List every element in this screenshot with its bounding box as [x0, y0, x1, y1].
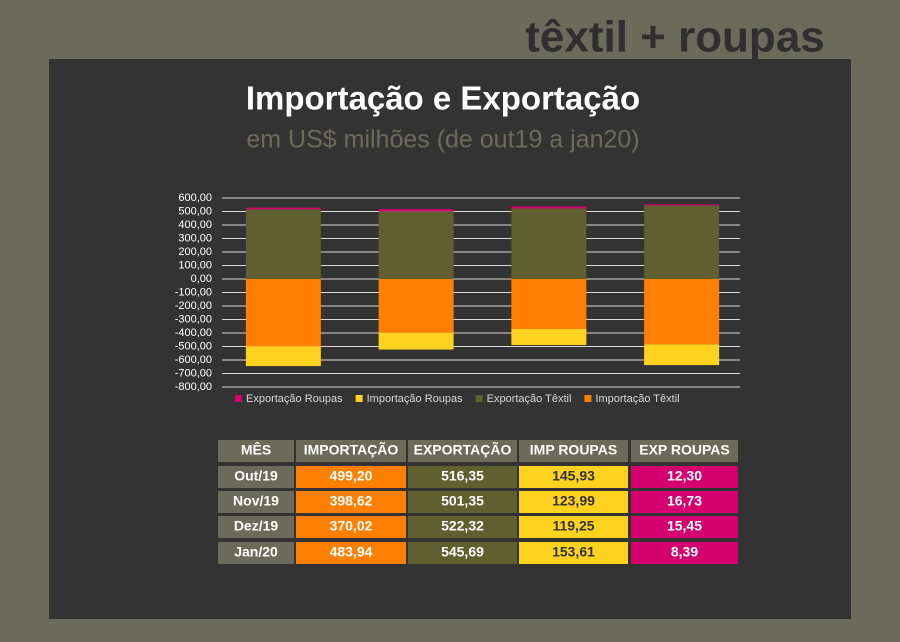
- bar: [511, 279, 587, 329]
- table-cell: [519, 466, 628, 488]
- bar: [245, 346, 321, 367]
- cell-text: Nov/19: [233, 493, 279, 509]
- cell-text: 516,35: [441, 468, 484, 484]
- legend-swatch: [584, 395, 592, 402]
- bar: [378, 332, 454, 350]
- table-cell: [218, 542, 294, 564]
- header-cell: [218, 440, 294, 462]
- legend-swatch: [355, 395, 363, 402]
- brand: têxtil + roupas: [525, 13, 825, 62]
- table-cell: [408, 516, 517, 538]
- table-cell: [519, 491, 628, 513]
- y-tick-label: -200,00: [175, 300, 212, 312]
- bar: [511, 208, 587, 279]
- cell-text: 119,25: [552, 518, 594, 534]
- table-cell: [519, 542, 628, 564]
- legend-swatch: [475, 395, 483, 402]
- legend-swatch: [235, 395, 242, 402]
- cell-text: 153,61: [552, 544, 595, 560]
- bar: [511, 328, 587, 346]
- y-tick-label: -100,00: [175, 286, 212, 298]
- bar: [511, 206, 587, 209]
- bar: [644, 344, 720, 366]
- y-tick-label: -600,00: [175, 354, 212, 366]
- header-label: IMP ROUPAS: [530, 442, 617, 458]
- y-tick-label: 400,00: [178, 219, 212, 231]
- legend-label: Importação Roupas: [367, 393, 463, 405]
- y-tick-label: -500,00: [175, 340, 212, 352]
- cell-text: 522,32: [441, 518, 484, 534]
- cell-text: 8,39: [671, 544, 698, 560]
- cell-text: 501,35: [441, 493, 484, 509]
- bar: [245, 209, 321, 279]
- header-cell: [408, 440, 517, 462]
- bar: [378, 211, 454, 279]
- table-cell: [631, 516, 738, 538]
- chart-title: Importação e Exportação: [246, 80, 640, 117]
- y-tick-label: -400,00: [175, 327, 212, 339]
- bar: [245, 207, 321, 210]
- chart-subtitle: em US$ milhões (de out19 a jan20): [246, 126, 639, 154]
- y-tick-label: 0,00: [191, 273, 212, 285]
- table-cell: [519, 516, 628, 538]
- y-tick-label: -800,00: [175, 381, 212, 393]
- header-label: IMPORTAÇÃO: [304, 441, 399, 458]
- y-tick-label: -300,00: [175, 313, 212, 325]
- bar: [644, 204, 720, 206]
- table-cell: [296, 516, 406, 538]
- table-cell: [408, 491, 517, 513]
- table-cell: [631, 491, 738, 513]
- header-cell: [519, 440, 628, 462]
- header-label: EXP ROUPAS: [639, 442, 730, 458]
- table-cell: [218, 466, 294, 488]
- table-cell: [218, 516, 294, 538]
- y-tick-label: -700,00: [175, 367, 212, 379]
- bar: [245, 279, 321, 347]
- cell-text: Out/19: [234, 468, 278, 484]
- table-cell: [631, 466, 738, 488]
- cell-text: 16,73: [667, 493, 702, 509]
- cell-text: 15,45: [667, 518, 702, 534]
- header-cell: [631, 440, 738, 462]
- legend-label: Importação Têxtil: [595, 393, 679, 405]
- bar: [378, 209, 454, 212]
- header-cell: [296, 440, 406, 462]
- header-label: MÊS: [241, 441, 271, 458]
- cell-text: 12,30: [667, 468, 702, 484]
- y-tick-label: 600,00: [178, 192, 212, 204]
- table-cell: [631, 542, 738, 564]
- cell-text: 398,62: [330, 493, 373, 509]
- table-cell: [408, 542, 517, 564]
- y-tick-label: 100,00: [178, 259, 212, 271]
- y-tick-label: 200,00: [178, 246, 212, 258]
- cell-text: 123,99: [552, 493, 595, 509]
- table-cell: [296, 466, 406, 488]
- cell-text: 499,20: [330, 468, 373, 484]
- cell-text: Dez/19: [234, 518, 279, 534]
- legend-label: Exportação Roupas: [246, 393, 343, 405]
- bar: [378, 279, 454, 333]
- cell-text: 145,93: [552, 468, 595, 484]
- table-cell: [296, 491, 406, 513]
- y-tick-label: 500,00: [178, 205, 212, 217]
- table-cell: [296, 542, 406, 564]
- cell-text: Jan/20: [234, 544, 278, 560]
- cell-text: 370,02: [330, 518, 373, 534]
- cell-text: 483,94: [330, 544, 373, 560]
- header-label: EXPORTAÇÃO: [414, 441, 512, 458]
- y-tick-label: 300,00: [178, 232, 212, 244]
- cell-text: 545,69: [441, 544, 484, 560]
- legend-label: Exportação Têxtil: [487, 393, 572, 405]
- bar: [644, 205, 720, 279]
- bar: [644, 279, 720, 345]
- table-cell: [218, 491, 294, 513]
- table-cell: [408, 466, 517, 488]
